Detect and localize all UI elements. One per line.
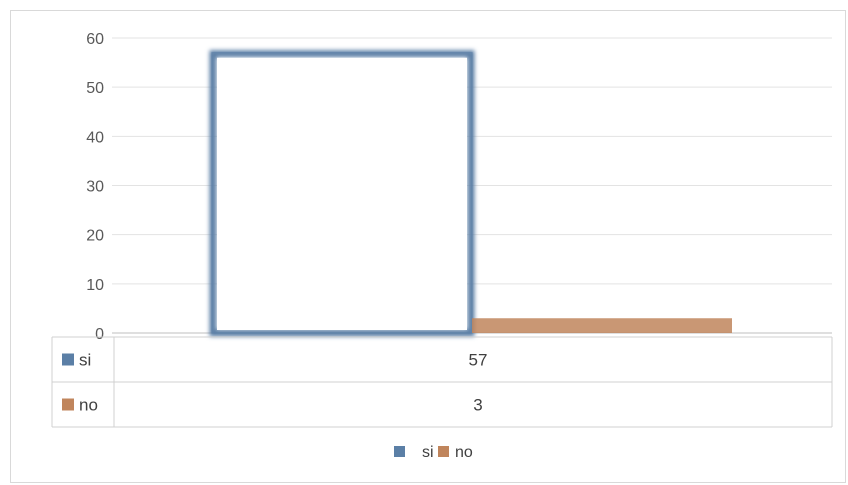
bar-si-inner	[217, 58, 467, 330]
y-tick-label-20: 20	[86, 228, 104, 245]
legend-key-no	[438, 446, 449, 457]
y-axis-tick-labels: 0 10 20 30 40 50 60	[86, 31, 104, 343]
y-tick-label-30: 30	[86, 179, 104, 196]
y-tick-label-40: 40	[86, 129, 104, 146]
table-value-no: 3	[473, 396, 482, 415]
bar-no	[472, 318, 732, 333]
bars	[212, 53, 732, 333]
table-value-si: 57	[469, 351, 488, 370]
table-key-si	[62, 354, 74, 366]
y-tick-label-10: 10	[86, 277, 104, 294]
table-label-si: si	[79, 351, 91, 370]
legend-label-si: si	[422, 444, 434, 461]
legend-key-si	[394, 446, 405, 457]
table-key-no	[62, 399, 74, 411]
y-tick-label-0: 0	[95, 326, 104, 343]
data-table: si 57 no 3	[52, 337, 832, 427]
legend: si no	[394, 444, 473, 461]
y-tick-label-60: 60	[86, 31, 104, 48]
table-label-no: no	[79, 396, 98, 415]
y-tick-label-50: 50	[86, 80, 104, 97]
legend-label-no: no	[455, 444, 473, 461]
